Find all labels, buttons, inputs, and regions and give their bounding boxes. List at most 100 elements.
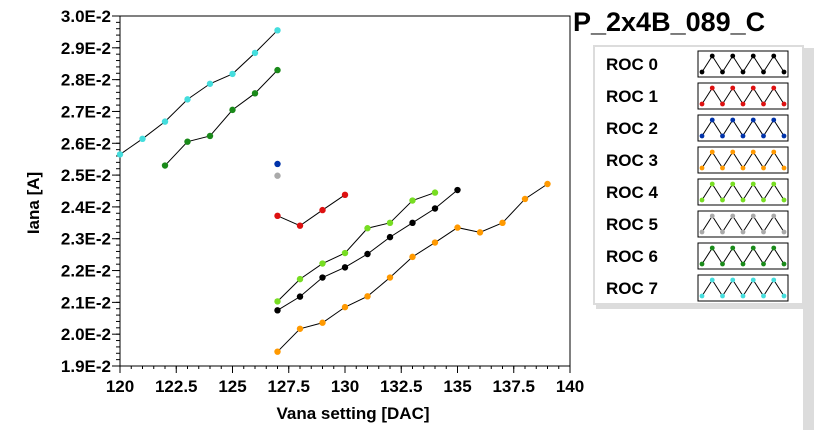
- legend-marker: [720, 101, 725, 107]
- legend-marker: [781, 133, 787, 139]
- data-point: [431, 189, 439, 196]
- legend-marker: [720, 261, 725, 267]
- y-tick-label: 2.2E-2: [61, 262, 111, 281]
- legend-marker: [699, 69, 705, 75]
- legend-marker: [740, 133, 746, 139]
- legend-marker: [699, 133, 705, 139]
- x-axis-label: Vana setting [DAC]: [276, 404, 429, 423]
- legend-marker: [709, 181, 715, 187]
- data-point: [431, 205, 439, 212]
- data-point: [499, 219, 506, 227]
- legend-marker: [771, 277, 777, 283]
- legend-marker: [761, 165, 766, 171]
- series-roc-1: [274, 191, 349, 229]
- data-point: [341, 303, 349, 311]
- x-tick-label: 125: [218, 377, 246, 396]
- x-tick-label: 120: [106, 377, 134, 396]
- x-tick-label: 127.5: [267, 377, 310, 396]
- plot-area: [120, 16, 570, 366]
- data-point: [364, 250, 371, 258]
- data-point: [274, 27, 281, 34]
- legend-marker: [771, 245, 777, 251]
- legend-item-roc-5: ROC 5: [606, 210, 789, 238]
- legend-marker: [699, 261, 705, 267]
- series-roc-5: [274, 172, 281, 179]
- legend-label: ROC 7: [606, 279, 658, 298]
- legend-marker: [740, 261, 746, 267]
- data-point: [544, 180, 551, 188]
- data-point: [341, 264, 349, 271]
- series-roc-6: [161, 66, 281, 169]
- legend-marker: [750, 149, 756, 155]
- legend-marker: [730, 149, 736, 155]
- legend-marker: [740, 293, 746, 299]
- series-roc-7: [116, 27, 281, 158]
- data-point: [274, 66, 281, 74]
- data-point: [116, 151, 124, 158]
- legend-marker: [699, 293, 705, 299]
- data-point: [229, 106, 236, 114]
- legend-marker: [709, 85, 715, 91]
- legend-label: ROC 5: [606, 215, 658, 234]
- legend-marker: [771, 53, 777, 59]
- legend-marker: [740, 197, 746, 203]
- data-point: [431, 239, 439, 246]
- x-tick-label: 122.5: [155, 377, 198, 396]
- legend-marker: [730, 245, 736, 251]
- y-tick-label: 2.7E-2: [61, 102, 111, 121]
- series-line: [277, 192, 436, 302]
- data-point: [521, 195, 529, 203]
- y-tick-label: 2.1E-2: [61, 293, 111, 312]
- legend-item-roc-4: ROC 4: [606, 178, 789, 206]
- data-point: [341, 191, 349, 199]
- legend-marker: [761, 261, 766, 267]
- data-point: [454, 224, 461, 231]
- data-point: [229, 70, 236, 78]
- data-point: [364, 225, 371, 232]
- legend-marker: [709, 245, 715, 251]
- legend: ROC 0 ROC 1 ROC 2 ROC 3 ROC 4 ROC 5 ROC 6 ROC 7: [593, 45, 814, 430]
- legend-marker: [781, 229, 787, 235]
- data-point: [386, 233, 394, 241]
- y-tick-label: 2.3E-2: [61, 230, 111, 249]
- y-axis-label: Iana [A]: [24, 172, 43, 234]
- series-roc-0: [274, 186, 461, 314]
- x-tick-label: 137.5: [492, 377, 535, 396]
- legend-marker: [761, 69, 766, 75]
- legend-item-roc-0: ROC 0: [606, 50, 789, 78]
- data-point: [274, 160, 281, 168]
- data-point: [206, 80, 214, 87]
- legend-marker: [699, 197, 705, 203]
- plot-frame: [119, 15, 571, 367]
- data-point: [296, 275, 304, 283]
- legend-marker: [709, 117, 715, 123]
- data-point: [251, 49, 259, 57]
- chart-title: P_2x4B_089_C: [573, 7, 765, 37]
- legend-marker: [750, 117, 756, 123]
- data-point: [296, 222, 304, 229]
- legend-marker: [709, 213, 715, 219]
- data-point: [364, 293, 371, 300]
- data-point: [206, 132, 214, 140]
- legend-marker: [761, 229, 766, 235]
- legend-marker: [730, 181, 736, 187]
- legend-marker: [781, 197, 787, 203]
- legend-item-roc-1: ROC 1: [606, 82, 789, 110]
- legend-marker: [781, 261, 787, 267]
- legend-marker: [720, 293, 725, 299]
- y-axis-ticks: 1.9E-2 2.0E-2 2.1E-2 2.2E-2 2.3E-2 2.4E-2 2.5E…: [61, 7, 120, 376]
- legend-marker: [761, 133, 766, 139]
- legend-marker: [750, 277, 756, 283]
- legend-marker: [750, 85, 756, 91]
- y-tick-label: 2.4E-2: [61, 198, 111, 217]
- legend-label: ROC 1: [606, 87, 658, 106]
- legend-label: ROC 4: [606, 183, 659, 202]
- legend-label: ROC 0: [606, 55, 658, 74]
- series-line: [119, 29, 278, 155]
- x-tick-label: 140: [556, 377, 584, 396]
- legend-marker: [730, 53, 736, 59]
- legend-marker: [720, 133, 725, 139]
- legend-marker: [730, 213, 736, 219]
- data-point: [274, 172, 281, 179]
